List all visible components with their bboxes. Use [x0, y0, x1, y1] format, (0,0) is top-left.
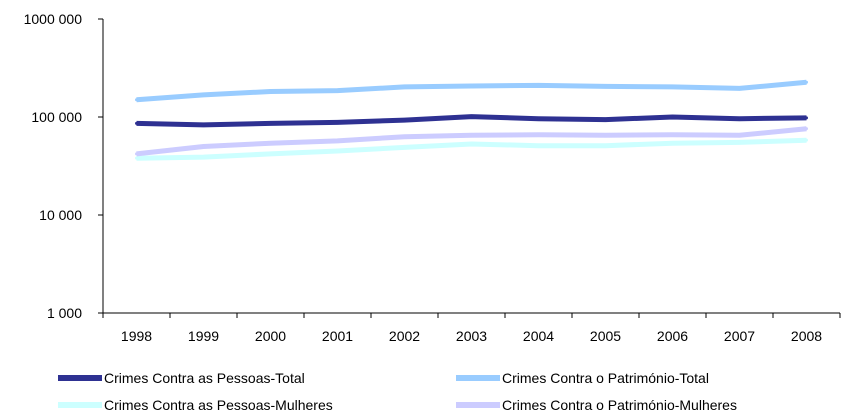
plot-lines [135, 79, 808, 161]
data-point [135, 156, 138, 160]
x-tick-label: 2001 [322, 328, 353, 344]
x-tick-label: 2008 [791, 328, 822, 344]
data-point [604, 144, 607, 148]
data-point [403, 85, 406, 89]
series-1 [135, 114, 808, 128]
series-3 [135, 137, 808, 161]
series-2 [135, 79, 808, 103]
legend-item: Crimes Contra o Património-Total [456, 370, 709, 386]
data-point [805, 138, 808, 142]
legend-item: Crimes Contra as Pessoas-Mulheres [58, 397, 333, 413]
x-tick-label: 2002 [389, 328, 420, 344]
x-tick-label: 2006 [657, 328, 688, 344]
data-point [202, 123, 205, 127]
legend-item: Crimes Contra o Património-Mulheres [456, 397, 737, 413]
data-point [604, 133, 607, 137]
data-point [671, 115, 674, 119]
data-point [805, 116, 808, 120]
legend-label: Crimes Contra as Pessoas-Total [104, 370, 305, 386]
data-point [470, 142, 473, 146]
data-point [269, 141, 272, 145]
y-tick-label: 100 000 [31, 109, 82, 125]
legend-label: Crimes Contra as Pessoas-Mulheres [104, 397, 333, 413]
data-point [537, 83, 540, 87]
data-point [269, 152, 272, 156]
data-point [738, 133, 741, 137]
data-point [671, 133, 674, 137]
data-point [269, 121, 272, 125]
data-point [403, 145, 406, 149]
data-point [470, 84, 473, 88]
data-point [604, 84, 607, 88]
data-point [403, 135, 406, 139]
data-point [135, 121, 138, 125]
data-point [470, 115, 473, 119]
data-point [202, 155, 205, 159]
series-4 [135, 126, 808, 157]
legend-label: Crimes Contra o Património-Total [502, 370, 709, 386]
data-point [135, 98, 138, 102]
data-point [336, 149, 339, 153]
data-point [604, 118, 607, 122]
x-tick-label: 2003 [456, 328, 487, 344]
x-tick-label: 2005 [590, 328, 621, 344]
legend-label: Crimes Contra o Património-Mulheres [502, 397, 737, 413]
y-tick-label: 10 000 [39, 207, 82, 223]
data-point [738, 117, 741, 121]
data-point [269, 90, 272, 94]
legend: Crimes Contra as Pessoas-Total Crimes Con… [58, 370, 737, 413]
data-point [403, 118, 406, 122]
data-point [537, 133, 540, 137]
data-point [537, 144, 540, 148]
y-axis: 1 000 10 000 100 000 1000 000 [24, 11, 104, 321]
data-point [537, 117, 540, 121]
data-point [738, 140, 741, 144]
data-point [805, 127, 808, 131]
legend-item: Crimes Contra as Pessoas-Total [58, 370, 305, 386]
data-point [336, 139, 339, 143]
data-point [470, 133, 473, 137]
data-point [336, 120, 339, 124]
data-point [805, 80, 808, 84]
data-point [135, 152, 138, 156]
x-tick-label: 1999 [188, 328, 219, 344]
data-point [202, 93, 205, 97]
data-point [671, 141, 674, 145]
x-tick-label: 1998 [121, 328, 152, 344]
data-point [336, 89, 339, 93]
y-tick-label: 1 000 [47, 305, 82, 321]
data-point [202, 145, 205, 149]
x-axis: 1998 1999 2000 2001 2002 2003 2004 2005 2006 2007… [102, 312, 841, 344]
x-tick-label: 2004 [523, 328, 554, 344]
data-point [671, 85, 674, 89]
y-tick-label: 1000 000 [24, 11, 83, 27]
data-point [738, 86, 741, 90]
x-tick-label: 2007 [724, 328, 755, 344]
x-tick-label: 2000 [255, 328, 286, 344]
